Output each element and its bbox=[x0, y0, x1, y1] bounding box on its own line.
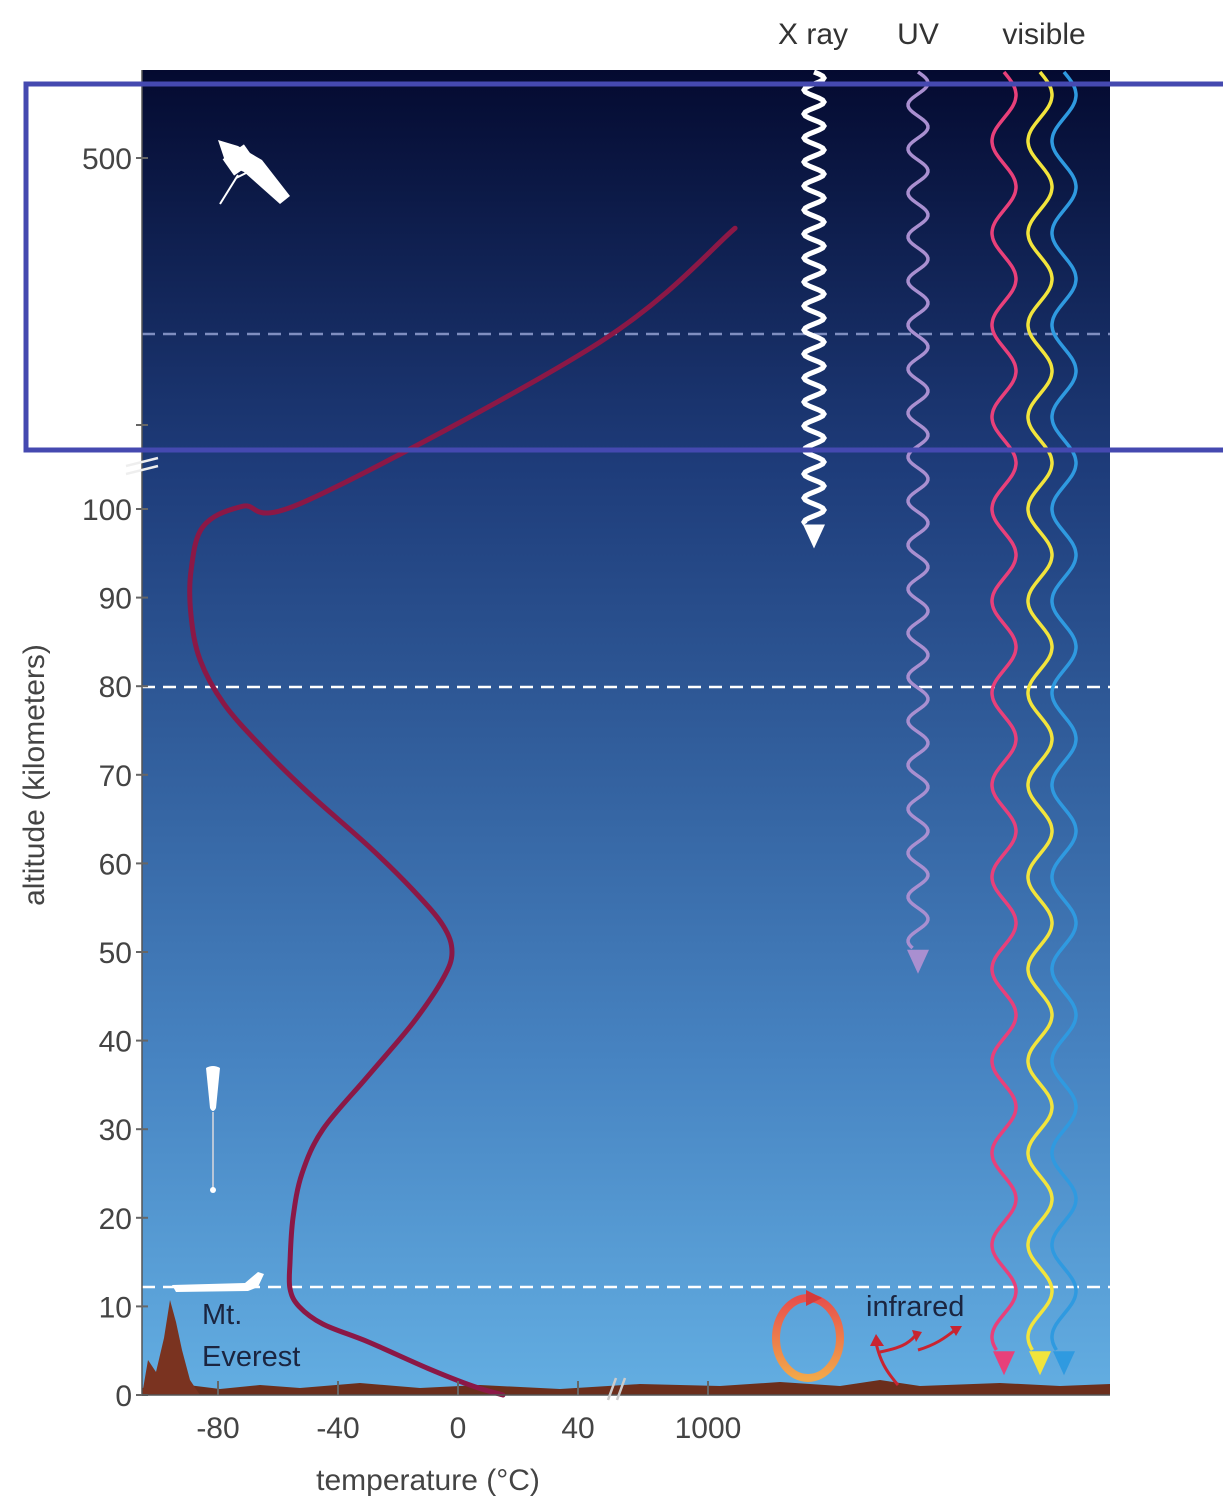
x-ray-label: X ray bbox=[778, 18, 848, 51]
visible-blue-wave bbox=[1050, 70, 1078, 1351]
x-tick-label: 40 bbox=[561, 1412, 594, 1445]
x-ray-arrowhead bbox=[803, 524, 825, 549]
plot-background bbox=[142, 70, 1110, 1395]
y-axis-label: altitude (kilometers) bbox=[18, 644, 51, 906]
y-tick-label: 100 bbox=[82, 494, 132, 527]
satellite-icon bbox=[218, 140, 290, 205]
y-tick-label: 40 bbox=[99, 1026, 132, 1059]
y-axis-break bbox=[125, 456, 159, 476]
visible-blue-arrowhead bbox=[1053, 1351, 1075, 1376]
y-tick-label: 500 bbox=[82, 143, 132, 176]
x-tick-label: -80 bbox=[196, 1412, 239, 1445]
infrared-arrowhead-3 bbox=[950, 1326, 962, 1336]
mt-everest-shape bbox=[142, 1300, 200, 1395]
x-axis-label: temperature (°C) bbox=[316, 1464, 540, 1497]
y-tick-label: 10 bbox=[99, 1291, 132, 1324]
uv-arrowhead bbox=[907, 949, 929, 974]
highlight-box bbox=[23, 81, 1223, 453]
x-tick-label: -40 bbox=[316, 1412, 359, 1445]
y-tick-label: 60 bbox=[99, 848, 132, 881]
convection-arrowhead bbox=[806, 1290, 822, 1306]
visible-label: visible bbox=[1002, 18, 1085, 51]
y-tick-label: 50 bbox=[99, 937, 132, 970]
infrared-convection bbox=[772, 1290, 962, 1386]
infrared-arrow-3 bbox=[917, 1328, 956, 1352]
visible-red-arrowhead bbox=[993, 1351, 1015, 1376]
uv-label: UV bbox=[897, 18, 939, 51]
x-tick-label: 0 bbox=[450, 1412, 467, 1445]
mt-label: Mt. bbox=[202, 1299, 242, 1331]
infrared-arrowhead-1 bbox=[870, 1334, 884, 1346]
ground bbox=[142, 1380, 1110, 1395]
reference-lines bbox=[142, 332, 1110, 1289]
y-tick-label: 20 bbox=[99, 1203, 132, 1236]
y-axis: 0 10 20 30 40 50 60 70 80 90 100 500 altitude (kilo… bbox=[18, 70, 159, 1413]
everest-label: Everest bbox=[202, 1341, 300, 1373]
infrared-arrow-1 bbox=[874, 1342, 900, 1386]
y-tick-label: 90 bbox=[99, 583, 132, 616]
x-tick-label: 1000 bbox=[675, 1412, 742, 1445]
infrared-arrowhead-2 bbox=[912, 1330, 922, 1342]
visible-yellow-wave bbox=[1026, 70, 1054, 1351]
y-tick-label: 80 bbox=[99, 671, 132, 704]
x-axis: -80 -40 0 40 1000 temperature (°C) bbox=[142, 1377, 1110, 1497]
infrared-arrow-2 bbox=[879, 1334, 917, 1354]
weather-balloon-icon bbox=[206, 1066, 220, 1193]
y-tick-label: 70 bbox=[99, 760, 132, 793]
y-tick-label: 30 bbox=[99, 1114, 132, 1147]
visible-red-wave bbox=[990, 70, 1018, 1351]
x-axis-break bbox=[606, 1377, 627, 1401]
infrared-label: infrared bbox=[866, 1291, 964, 1323]
y-tick-label: 0 bbox=[115, 1380, 132, 1413]
airplane-icon bbox=[172, 1272, 264, 1292]
temperature-curve bbox=[187, 225, 738, 1398]
visible-yellow-arrowhead bbox=[1029, 1351, 1051, 1376]
uv-wave bbox=[906, 70, 930, 950]
